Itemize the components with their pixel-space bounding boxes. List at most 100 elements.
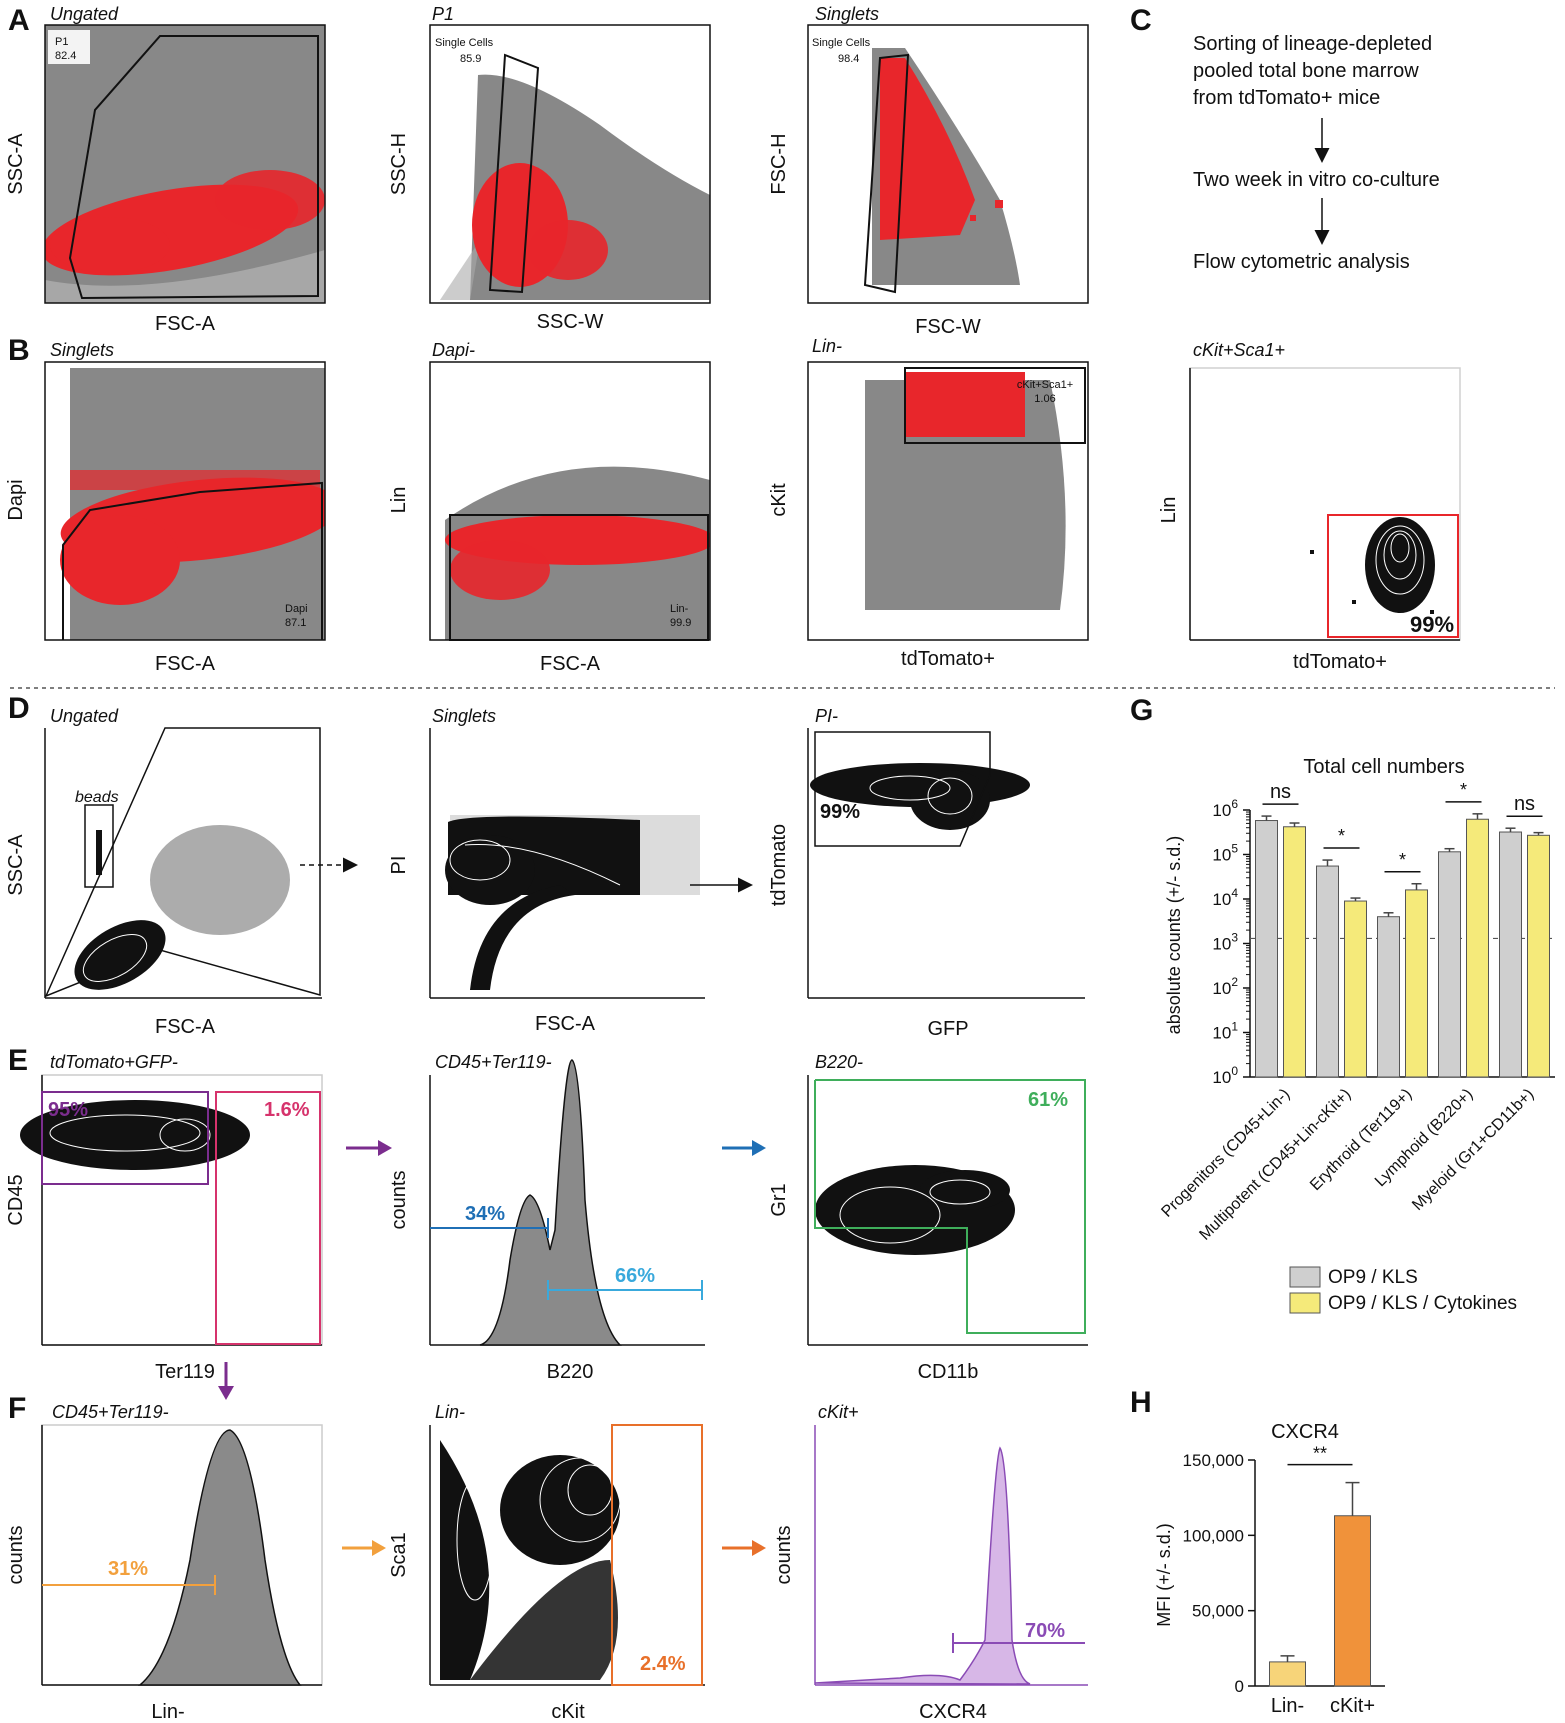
plot-title: PI- [815,706,838,726]
panel-c: C Sorting of lineage-depleted pooled tot… [1130,4,1461,673]
significance-label: * [1338,826,1345,846]
x-axis-label: FSC-A [155,1016,216,1038]
plot-title: P1 [432,4,454,24]
panel-label-h: H [1130,1386,1152,1419]
gate-value: 99% [820,801,860,823]
gate-value: 1.6% [264,1099,310,1121]
bar [1316,865,1339,1078]
plot-f1: CD45+Ter119- 31% Lin- counts [5,1402,386,1723]
significance-label: ** [1313,1444,1327,1464]
significance-label: * [1399,850,1406,870]
plot-a1: Ungated P1 82.4 FSC-A SSC-A [5,4,326,335]
y-tick-label: 106 [1212,797,1238,820]
x-axis-label: FSC-A [535,1013,596,1035]
plot-title: cKit+ [818,1402,859,1422]
gate-value: 2.4% [640,1653,686,1675]
legend-swatch [1289,1292,1321,1314]
y-tick-label: 100,000 [1183,1526,1244,1545]
gate-value: 95% [48,1099,88,1121]
legend-label: OP9 / KLS / Cytokines [1328,1293,1517,1314]
x-axis-label: CD11b [918,1361,979,1383]
workflow-step: Sorting of lineage-depleted [1193,33,1432,55]
category-label: Erythroid (Ter119+) [1307,1086,1415,1194]
panel-label-f: F [8,1392,26,1425]
x-axis-label: cKit [551,1701,585,1723]
y-tick-label: 102 [1212,975,1238,998]
category-label: Myeloid (Gr1+CD11b+) [1409,1086,1537,1214]
panel-f: F CD45+Ter119- 31% Lin- counts Lin- [5,1392,1088,1723]
y-axis-label: FSC-H [768,133,790,194]
gate-name: Single Cells [435,37,494,49]
gate-value: 82.4 [55,50,76,62]
plot-e2: CD45+Ter119- 34% 66% B220 counts [388,1052,766,1383]
x-axis-label: Lin- [151,1701,184,1723]
workflow-step: from tdTomato+ mice [1193,87,1380,109]
x-axis-label: B220 [547,1361,594,1383]
plot-title: Dapi- [432,340,475,360]
y-axis-label: PI [388,856,410,875]
y-tick-label: 100 [1212,1064,1238,1087]
plot-title: Singlets [50,340,114,360]
x-axis-label: FSC-W [915,316,981,338]
panel-label-b: B [8,334,30,367]
legend-label: OP9 / KLS [1328,1267,1418,1288]
plot-a3: Singlets Single Cells 98.4 FSC-W FSC-H [768,4,1089,338]
y-axis-label: tdTomato [768,824,790,906]
gate-value: 1.06 [1034,393,1055,405]
y-axis-label: SSC-A [5,133,27,195]
panel-label-e: E [8,1044,28,1077]
gate-name: cKit+Sca1+ [1017,379,1073,391]
x-axis-label: GFP [927,1018,968,1040]
plot-title: tdTomato+GFP- [50,1052,178,1072]
y-axis-label: cKit [768,483,790,517]
panel-label-d: D [8,692,30,725]
gate-value: 99.9 [670,617,691,629]
y-axis-label: Lin [1158,497,1180,524]
gate-name: Single Cells [812,37,871,49]
plot-e3: B220- 61% CD11b Gr1 [768,1052,1088,1383]
plot-b2: Dapi- Lin- 99.9 FSC-A Lin [388,340,711,675]
y-axis-label: SSC-H [388,133,410,195]
y-tick-label: 101 [1212,1020,1238,1043]
plot-title: Singlets [432,706,496,726]
x-axis-label: tdTomato+ [901,648,995,670]
gate-value: 85.9 [460,53,481,65]
y-axis-label: MFI (+/- s.d.) [1154,1523,1174,1627]
x-axis-label: FSC-A [155,653,216,675]
gate-name: beads [75,789,119,806]
chart-h: 0 50,000 100,000 150,000 Lin-cKit+ ** [1183,1444,1385,1717]
gate-name: P1 [55,36,68,48]
y-tick-label: 103 [1212,931,1238,954]
plot-title: Lin- [435,1402,465,1422]
bar [1377,916,1400,1078]
bar [1466,818,1489,1078]
bar [1499,831,1522,1078]
y-axis-label: Lin [388,487,410,514]
y-tick-exponent: 4 [1231,886,1238,900]
plot-b1: Singlets Dapi 87.1 FSC-A Dapi [5,340,326,675]
panel-h: H CXCR4 MFI (+/- s.d.) 0 50,000 100,000 150… [1130,1386,1385,1717]
gate-value: 34% [465,1203,505,1225]
plot-title: cKit+Sca1+ [1193,340,1285,360]
y-axis-label: SSC-A [5,834,27,896]
gate-value: 87.1 [285,617,306,629]
y-tick-label: 150,000 [1183,1451,1244,1470]
y-axis-label: Dapi [5,479,27,520]
x-axis-label: CXCR4 [919,1701,987,1723]
plot-title: B220- [815,1052,863,1072]
gate-value: 70% [1025,1620,1065,1642]
plot-a2: P1 Single Cells 85.9 SSC-W SSC-H [388,4,711,333]
bar [1283,826,1306,1078]
y-tick-exponent: 1 [1231,1020,1238,1034]
plot-f3: cKit+ 70% CXCR4 counts [773,1402,1088,1723]
gate-value: 61% [1028,1089,1068,1111]
legend-swatch [1289,1266,1321,1288]
y-tick-exponent: 0 [1231,1064,1238,1078]
plot-b3: Lin- cKit+Sca1+ 1.06 tdTomato+ cKit [768,336,1089,670]
gate-name: Lin- [670,603,689,615]
y-tick-exponent: 2 [1231,975,1238,989]
significance-label: ns [1514,793,1535,815]
bar [1269,1661,1306,1687]
panel-g: G Total cell numbers absolute counts (+/… [1130,694,1555,1314]
